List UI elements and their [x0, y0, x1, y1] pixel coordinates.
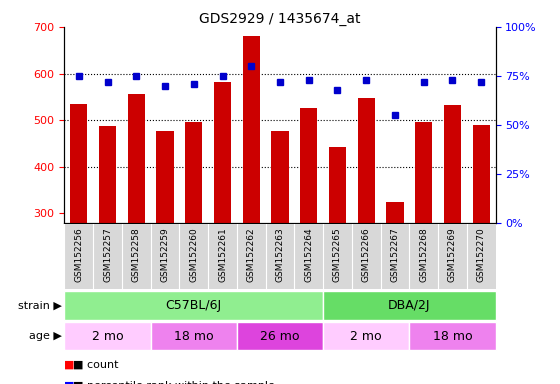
- Text: DBA/2J: DBA/2J: [388, 299, 431, 312]
- Bar: [64, 322, 151, 350]
- Bar: [156, 131, 174, 223]
- Text: GSM152265: GSM152265: [333, 227, 342, 282]
- Bar: [242, 36, 260, 223]
- Bar: [329, 147, 346, 223]
- Bar: [323, 322, 409, 350]
- Bar: [99, 126, 116, 223]
- Text: GSM152259: GSM152259: [161, 227, 170, 282]
- Bar: [128, 94, 145, 223]
- Text: ■: ■: [64, 381, 75, 384]
- Text: 18 mo: 18 mo: [433, 329, 472, 343]
- Bar: [185, 121, 202, 223]
- Text: ■ percentile rank within the sample: ■ percentile rank within the sample: [73, 381, 274, 384]
- Text: GSM152268: GSM152268: [419, 227, 428, 282]
- Text: GSM152261: GSM152261: [218, 227, 227, 282]
- Text: GSM152258: GSM152258: [132, 227, 141, 282]
- Text: 18 mo: 18 mo: [174, 329, 213, 343]
- Text: 2 mo: 2 mo: [92, 329, 123, 343]
- Text: GSM152264: GSM152264: [304, 227, 313, 281]
- Text: age ▶: age ▶: [29, 331, 62, 341]
- Bar: [70, 104, 87, 223]
- Text: GSM152270: GSM152270: [477, 227, 486, 282]
- Bar: [151, 322, 237, 350]
- Text: GSM152266: GSM152266: [362, 227, 371, 282]
- Text: GSM152256: GSM152256: [74, 227, 83, 282]
- Bar: [323, 291, 496, 319]
- Bar: [214, 82, 231, 223]
- Text: GSM152260: GSM152260: [189, 227, 198, 282]
- Text: GSM152263: GSM152263: [276, 227, 284, 282]
- Bar: [237, 322, 323, 350]
- Text: GSM152267: GSM152267: [390, 227, 399, 282]
- Text: 26 mo: 26 mo: [260, 329, 300, 343]
- Bar: [444, 105, 461, 223]
- Text: strain ▶: strain ▶: [18, 300, 62, 310]
- Bar: [473, 125, 490, 223]
- Text: 2 mo: 2 mo: [351, 329, 382, 343]
- Bar: [358, 98, 375, 223]
- Text: GSM152269: GSM152269: [448, 227, 457, 282]
- Text: C57BL/6J: C57BL/6J: [166, 299, 222, 312]
- Bar: [386, 202, 404, 223]
- Text: ■ count: ■ count: [73, 360, 118, 370]
- Text: GSM152262: GSM152262: [247, 227, 256, 281]
- Text: GSM152257: GSM152257: [103, 227, 112, 282]
- Bar: [272, 131, 288, 223]
- Bar: [64, 291, 323, 319]
- Text: ■: ■: [64, 360, 75, 370]
- Title: GDS2929 / 1435674_at: GDS2929 / 1435674_at: [199, 12, 361, 26]
- Bar: [415, 121, 432, 223]
- Bar: [300, 108, 318, 223]
- Bar: [409, 322, 496, 350]
